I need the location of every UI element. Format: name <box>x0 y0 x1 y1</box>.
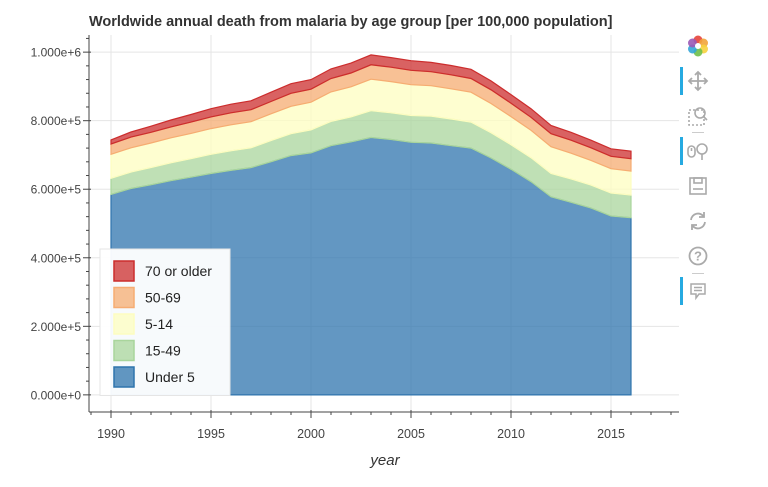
legend-item: 15-49 <box>113 339 181 362</box>
svg-text:?: ? <box>694 249 702 264</box>
legend-label: Under 5 <box>145 369 195 385</box>
reset-tool-icon[interactable] <box>682 207 714 235</box>
legend-swatch <box>113 366 135 388</box>
legend-item: 50-69 <box>113 286 181 309</box>
legend-swatch <box>113 313 135 335</box>
stacked-area-chart[interactable]: Worldwide annual death from malaria by a… <box>0 0 680 487</box>
x-tick-label: 1990 <box>97 427 125 441</box>
x-axis-label: year <box>369 452 400 469</box>
save-tool-icon[interactable] <box>682 172 714 200</box>
toolbar-separator <box>692 273 704 274</box>
y-tick-label: 6.000e+5 <box>31 183 82 197</box>
hover-tool-icon[interactable] <box>680 277 714 305</box>
y-tick-label: 1.000e+6 <box>31 46 82 60</box>
x-tick-label: 2000 <box>297 427 325 441</box>
x-tick-label: 2015 <box>597 427 625 441</box>
axes: 0.000e+0 2.000e+5 4.000e+5 6.000e+5 8.000e+5… <box>31 35 679 441</box>
chart-title: Worldwide annual death from malaria by a… <box>89 14 613 30</box>
toolbar-separator <box>692 132 704 133</box>
box-zoom-tool-icon[interactable] <box>682 102 714 130</box>
y-tick-label: 4.000e+5 <box>31 251 82 265</box>
y-tick-label: 0.000e+0 <box>31 388 82 402</box>
legend-label: 50-69 <box>145 290 181 306</box>
legend-swatch <box>113 339 135 362</box>
legend-label: 15-49 <box>145 343 181 359</box>
area-series-group[interactable] <box>110 54 632 396</box>
legend-label: 70 or older <box>145 263 212 279</box>
y-tick-label: 2.000e+5 <box>31 320 82 334</box>
area-70-or-older[interactable] <box>110 54 632 160</box>
help-tool-icon[interactable]: ? <box>682 242 714 270</box>
legend-swatch <box>113 260 135 282</box>
legend-label: 5-14 <box>145 316 173 332</box>
x-tick-label: 2005 <box>397 427 425 441</box>
pan-tool-icon[interactable] <box>680 67 714 95</box>
legend-item: Under 5 <box>113 366 195 388</box>
legend: 70 or older 50-69 5-14 15-49 Under 5 <box>99 248 231 396</box>
plot-toolbar: ? <box>680 32 716 322</box>
y-tick-label: 8.000e+5 <box>31 114 82 128</box>
legend-item: 5-14 <box>113 313 173 335</box>
legend-item: 70 or older <box>113 260 212 282</box>
legend-swatch <box>113 286 135 309</box>
x-tick-label: 1995 <box>197 427 225 441</box>
x-tick-label: 2010 <box>497 427 525 441</box>
bokeh-logo-icon[interactable] <box>682 32 714 60</box>
wheel-zoom-tool-icon[interactable] <box>680 137 714 165</box>
